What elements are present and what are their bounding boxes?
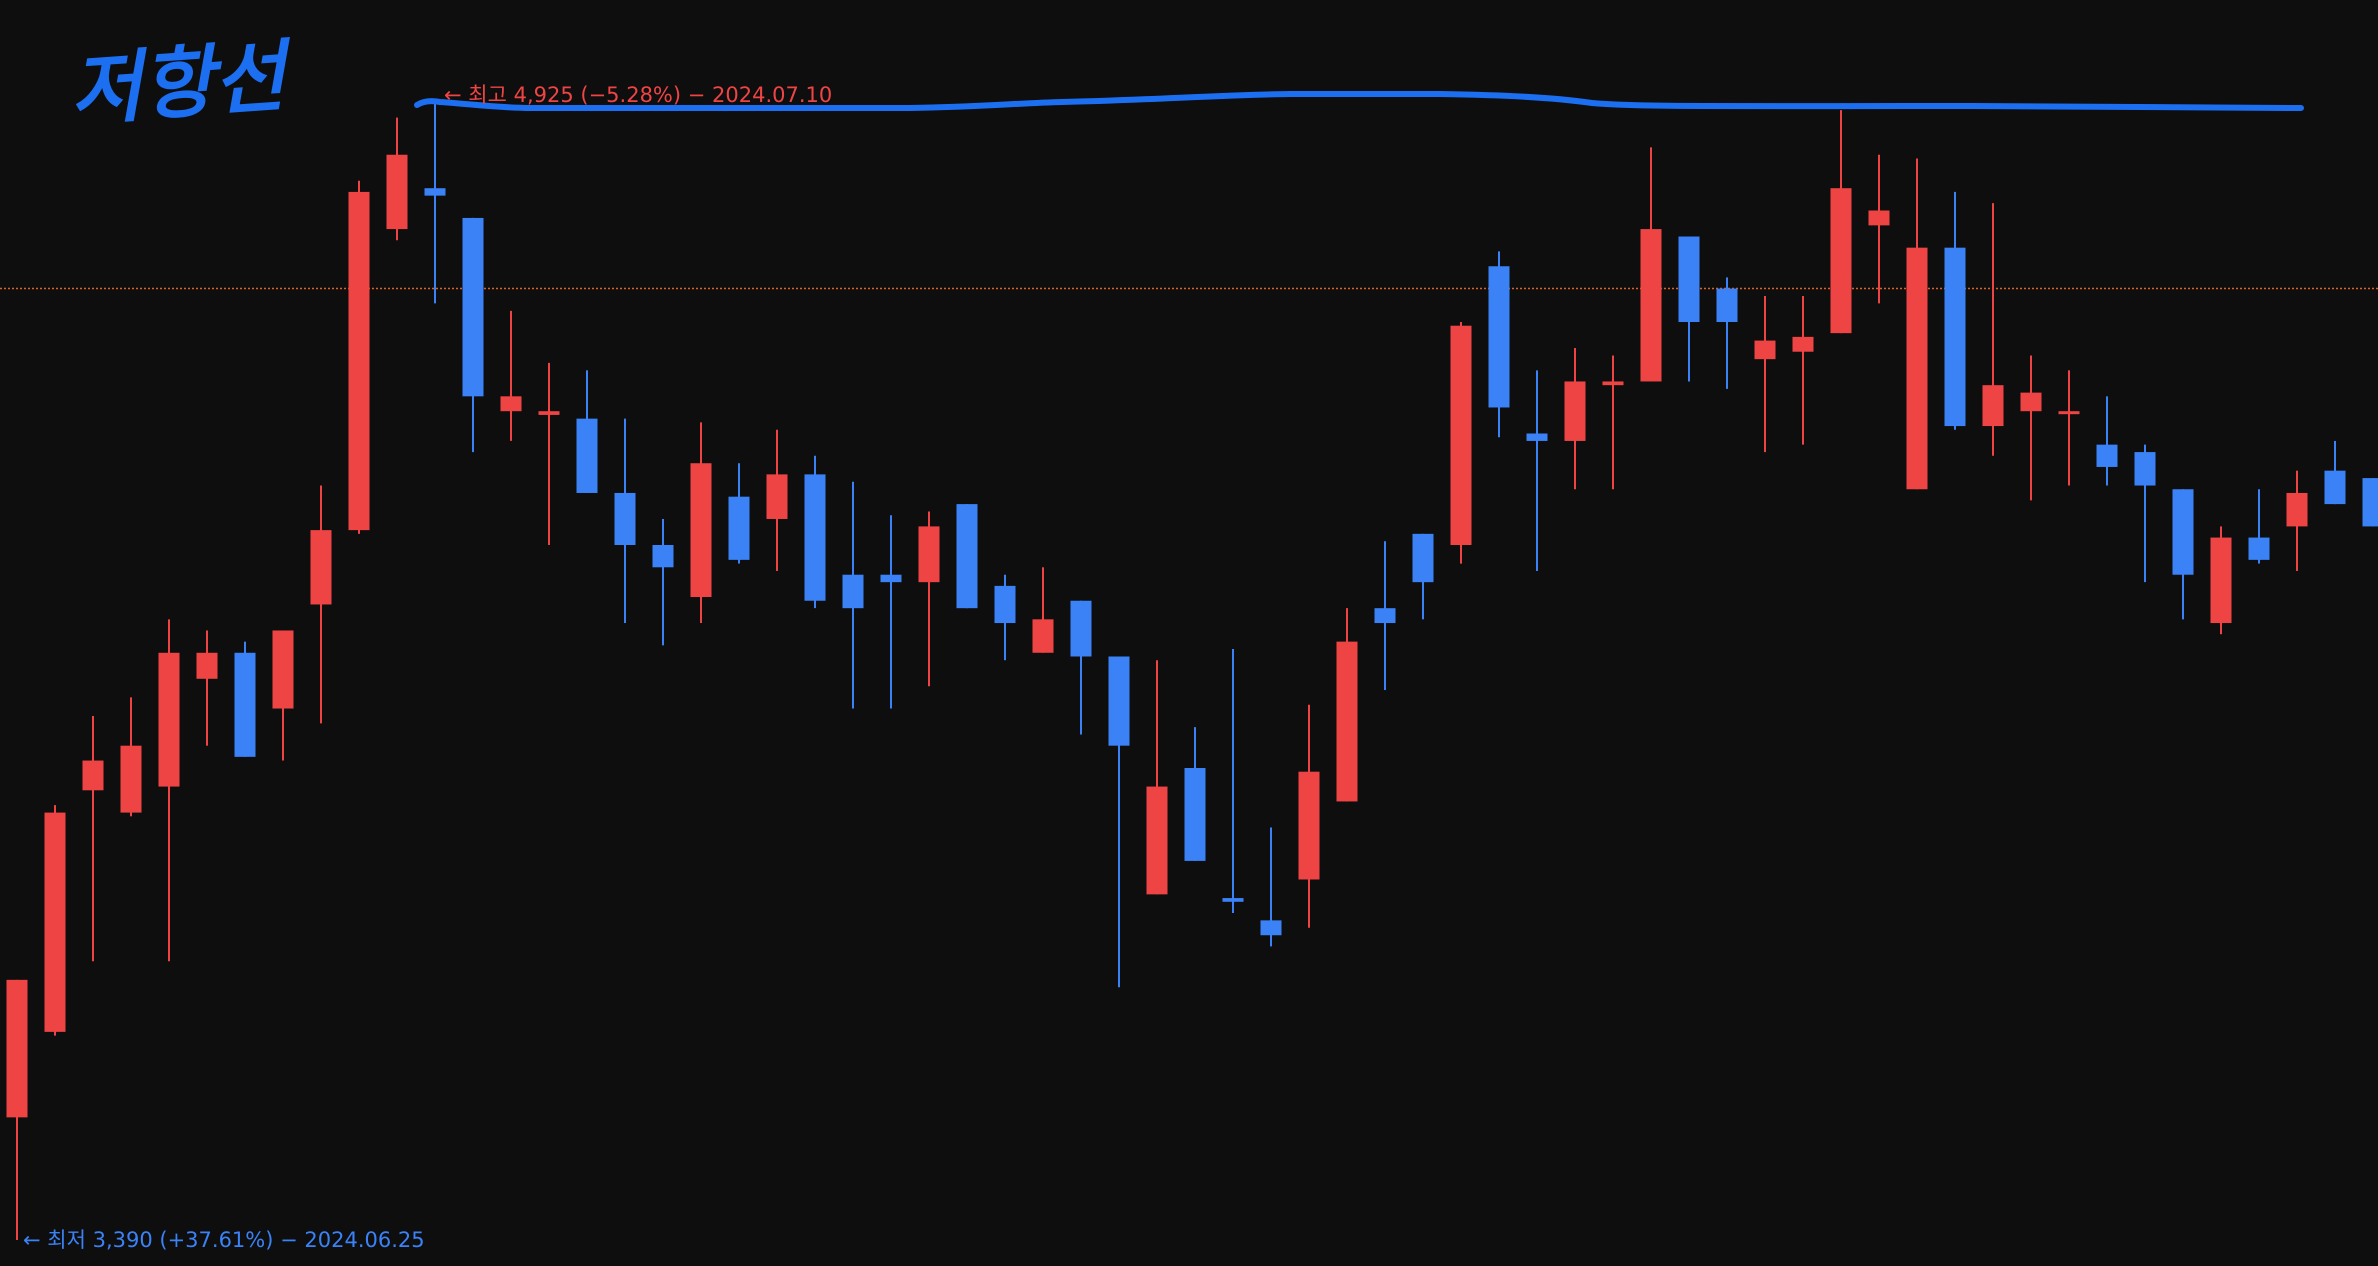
candle-body [766, 474, 788, 519]
candle-body [1678, 236, 1700, 322]
candle-body [1982, 385, 2004, 427]
candle-body [386, 154, 408, 230]
candle-body [956, 504, 978, 609]
candle-body [1564, 381, 1586, 441]
candle-body [6, 979, 28, 1118]
candle-body [1298, 771, 1320, 880]
candle-body [2134, 452, 2156, 486]
candle-body [234, 652, 256, 757]
candle-body [918, 526, 940, 583]
candle-body [1716, 288, 1738, 322]
candle-body [1944, 247, 1966, 427]
candle-body [1374, 608, 1396, 624]
candle-body [2248, 537, 2270, 560]
candle-body [1260, 920, 1282, 936]
candle-body [44, 812, 66, 1032]
candle-body [652, 544, 674, 568]
candle-body [1754, 340, 1776, 360]
candle-body [842, 574, 864, 609]
candle-body [1488, 266, 1510, 408]
candle-body [424, 188, 446, 196]
candle-body [1146, 786, 1168, 895]
candle-body [310, 530, 332, 605]
candle-body [2020, 392, 2042, 412]
candles [0, 99, 2378, 1240]
candle-body [804, 474, 826, 601]
candle-body [1336, 641, 1358, 802]
candle-body [538, 411, 560, 415]
high-label: ← 최고 4,925 (−5.28%) − 2024.07.10 [444, 83, 832, 107]
candle-body [1108, 656, 1130, 746]
candle-body [272, 630, 294, 709]
candle-body [614, 492, 636, 545]
candle-body [2210, 537, 2232, 624]
resistance-line [414, 91, 2304, 111]
candle-body [1868, 210, 1890, 226]
candle-body [1070, 600, 1092, 657]
candle-body [82, 760, 104, 791]
candle-body [1450, 325, 1472, 545]
candle-body [1222, 898, 1244, 902]
candle-body [1830, 188, 1852, 334]
candle-body [576, 418, 598, 493]
candle-body [1602, 381, 1624, 386]
candle-body [1412, 533, 1434, 583]
candle-body [880, 574, 902, 583]
handwritten-title: 저항선 [67, 32, 296, 137]
candle-body [1032, 619, 1054, 653]
candle-body [462, 217, 484, 397]
candle-body [1526, 433, 1548, 441]
candle-body [158, 652, 180, 787]
candle-body [2286, 492, 2308, 527]
candle-body [2362, 478, 2378, 527]
candle-body [120, 745, 142, 813]
candle-body [1640, 229, 1662, 382]
candle-body [500, 396, 522, 412]
candle-body [1792, 336, 1814, 352]
low-label: ← 최저 3,390 (+37.61%) − 2024.06.25 [23, 1228, 425, 1252]
candle-body [690, 463, 712, 598]
candle-body [2172, 489, 2194, 575]
candle-body [2096, 444, 2118, 467]
candle-body [1906, 247, 1928, 490]
candle-body [994, 585, 1016, 624]
candle-body [728, 496, 750, 560]
candle-body [196, 652, 218, 679]
candle-body [2058, 411, 2080, 415]
candle-body [1184, 767, 1206, 861]
candle-body [348, 191, 370, 531]
candle-body [2324, 470, 2346, 505]
